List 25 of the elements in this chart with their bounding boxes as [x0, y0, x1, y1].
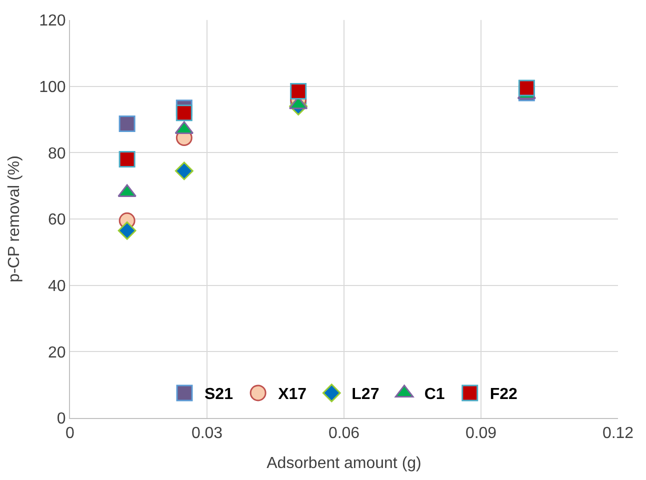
- y-tick-label: 60: [48, 212, 66, 229]
- y-axis-title: p-CP removal (%): [6, 156, 23, 282]
- legend-label: X17: [278, 386, 307, 404]
- y-tick-label: 80: [48, 145, 66, 162]
- point: [118, 221, 136, 240]
- point: [290, 83, 307, 100]
- y-tick-label: 40: [48, 278, 66, 295]
- y-tick-label: 100: [39, 78, 66, 96]
- y-tick-label: 120: [39, 12, 66, 30]
- legend-label: L27: [352, 386, 380, 404]
- y-tick-label: 0: [56, 410, 66, 428]
- point: [174, 162, 194, 180]
- legend-label: C1: [424, 386, 445, 404]
- x-tick-label: 0.09: [465, 425, 497, 442]
- x-tick-label: 0.12: [602, 425, 634, 442]
- legend-label: S21: [204, 386, 234, 404]
- point: [176, 104, 192, 122]
- x-tick-label: 0.03: [191, 425, 223, 442]
- point: [118, 116, 136, 132]
- legend-label: F22: [490, 386, 518, 404]
- y-tick-label: 20: [48, 344, 66, 362]
- x-tick-label: 0.06: [328, 425, 360, 442]
- point: [518, 80, 535, 96]
- point: [118, 151, 136, 168]
- x-axis-title: Adsorbent amount (g): [266, 454, 422, 472]
